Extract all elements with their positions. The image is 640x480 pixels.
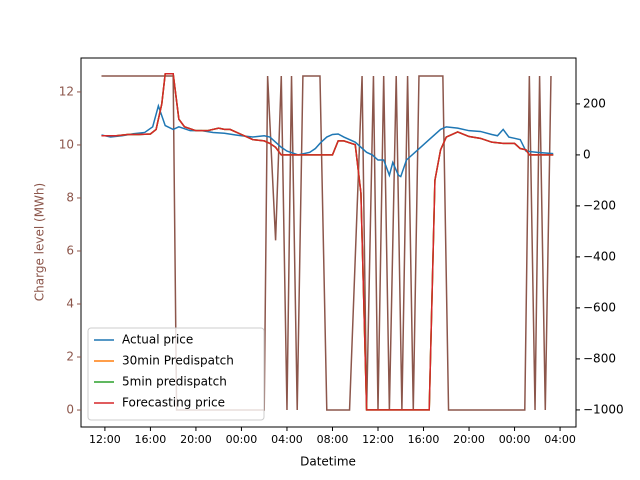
y-tick-label: 8 xyxy=(66,190,74,204)
y-axis-label: Charge level (MWh) xyxy=(33,183,47,301)
y2-tick-label: 0 xyxy=(583,147,591,161)
line xyxy=(101,75,552,411)
x-tick-label: 00:00 xyxy=(226,433,258,446)
x-tick-label: 16:00 xyxy=(408,433,440,446)
x-tick-label: 16:00 xyxy=(135,433,167,446)
y2-tick-label: −600 xyxy=(583,300,616,314)
y-tick-label: 12 xyxy=(59,84,74,98)
line xyxy=(101,103,554,178)
y-tick-label: 6 xyxy=(66,243,74,257)
x-tick-label: 08:00 xyxy=(317,433,349,446)
legend-label: 30min Predispatch xyxy=(122,354,234,368)
axes-frame xyxy=(80,57,577,428)
y2-tick-label: 200 xyxy=(583,96,606,110)
legend-box xyxy=(87,327,265,421)
y2-tick-label: −1000 xyxy=(583,402,624,416)
x-tick-label: 20:00 xyxy=(180,433,212,446)
x-tick-label: 04:00 xyxy=(271,433,303,446)
x-tick-label: 12:00 xyxy=(362,433,394,446)
x-tick-label: 12:00 xyxy=(89,433,121,446)
y-tick-label: 2 xyxy=(66,350,74,364)
y-tick-label: 10 xyxy=(59,137,74,151)
y2-tick-label: −800 xyxy=(583,351,616,365)
legend-label: 5min predispatch xyxy=(122,375,227,389)
line xyxy=(101,73,554,411)
y-tick-label: 0 xyxy=(66,403,74,417)
x-tick-label: 04:00 xyxy=(544,433,576,446)
y-tick-label: 4 xyxy=(66,297,74,311)
x-tick-label: 20:00 xyxy=(453,433,485,446)
y2-tick-label: −200 xyxy=(583,198,616,212)
x-axis-label: Datetime xyxy=(300,455,356,469)
x-tick-label: 00:00 xyxy=(499,433,531,446)
legend-label: Forecasting price xyxy=(122,396,225,410)
legend-label: Actual price xyxy=(122,333,193,347)
y2-tick-label: −400 xyxy=(583,249,616,263)
